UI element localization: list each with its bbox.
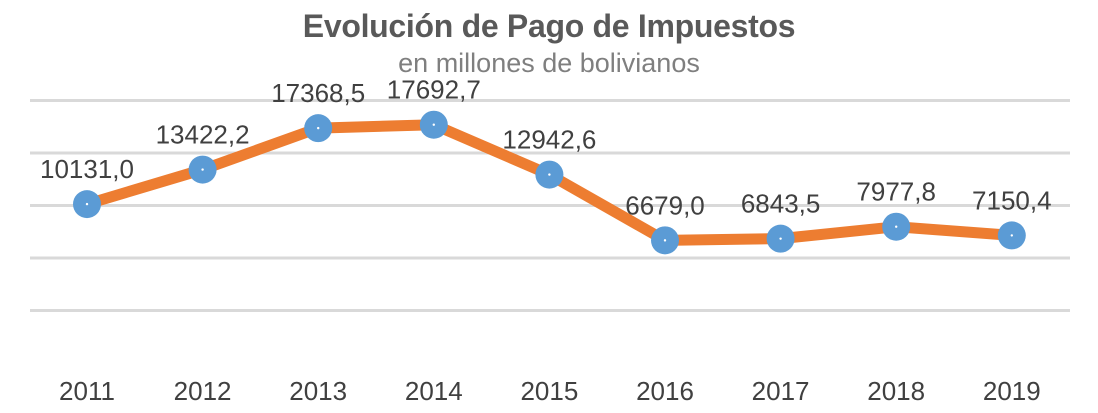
x-tick-label: 2017: [752, 376, 810, 406]
x-tick-label: 2018: [867, 376, 925, 406]
data-point-center: [779, 237, 782, 240]
data-label: 10131,0: [40, 154, 134, 184]
x-tick-label: 2011: [59, 376, 115, 406]
data-labels-layer: 10131,0 13422,2 17368,5 17692,7 12942,6 6679,…: [40, 75, 1052, 221]
data-point-center: [201, 168, 204, 171]
x-tick-label: 2013: [289, 376, 347, 406]
data-label: 7150,4: [972, 185, 1052, 215]
x-tick-label: 2019: [983, 376, 1041, 406]
data-point-center: [85, 202, 89, 206]
x-axis: 2011 2012 2013 2014 2015 2016 2017 2018 2019: [59, 376, 1041, 406]
data-label: 13422,2: [156, 120, 250, 150]
data-label: 7977,8: [856, 177, 936, 207]
data-label: 6679,0: [625, 190, 705, 220]
x-tick-label: 2014: [405, 376, 463, 406]
data-point-center: [663, 239, 667, 242]
data-point-center: [432, 123, 435, 126]
data-label: 17368,5: [271, 78, 365, 108]
x-tick-label: 2012: [174, 376, 232, 406]
x-tick-label: 2016: [636, 376, 694, 406]
data-label: 12942,6: [502, 125, 596, 155]
data-point-center: [895, 225, 898, 228]
data-point-center: [317, 126, 320, 130]
chart-title: Evolución de Pago de Impuestos: [302, 8, 796, 44]
data-point-center: [548, 173, 551, 176]
markers-layer: [73, 110, 1026, 255]
data-point-center: [1010, 234, 1013, 237]
data-label: 6843,5: [741, 189, 821, 219]
x-tick-label: 2015: [520, 376, 578, 406]
chart-subtitle: en millones de bolivianos: [398, 48, 700, 78]
data-label: 17692,7: [387, 75, 481, 105]
gridlines: [30, 99, 1070, 312]
